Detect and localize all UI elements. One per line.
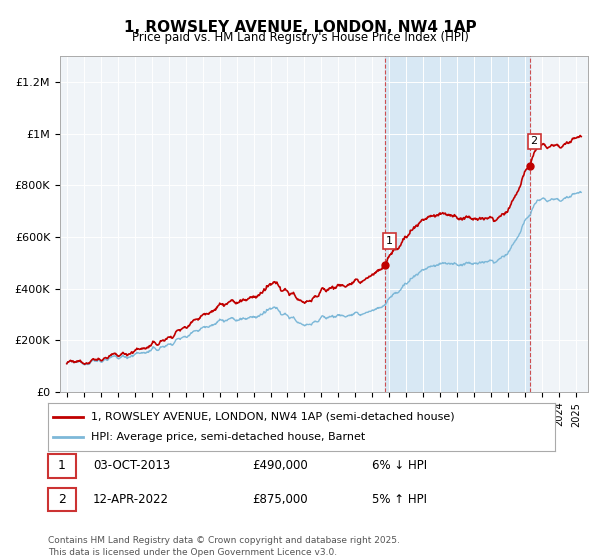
Text: 1, ROWSLEY AVENUE, LONDON, NW4 1AP (semi-detached house): 1, ROWSLEY AVENUE, LONDON, NW4 1AP (semi… — [91, 412, 455, 422]
Text: 1: 1 — [386, 236, 393, 246]
Text: 6% ↓ HPI: 6% ↓ HPI — [372, 459, 427, 473]
Text: 2: 2 — [530, 136, 538, 146]
Text: £490,000: £490,000 — [252, 459, 308, 473]
Text: 12-APR-2022: 12-APR-2022 — [93, 493, 169, 506]
Text: £875,000: £875,000 — [252, 493, 308, 506]
Text: 2: 2 — [58, 493, 66, 506]
Text: Price paid vs. HM Land Registry's House Price Index (HPI): Price paid vs. HM Land Registry's House … — [131, 31, 469, 44]
Text: 03-OCT-2013: 03-OCT-2013 — [93, 459, 170, 473]
Text: Contains HM Land Registry data © Crown copyright and database right 2025.
This d: Contains HM Land Registry data © Crown c… — [48, 536, 400, 557]
Text: 1: 1 — [58, 459, 66, 473]
Text: 5% ↑ HPI: 5% ↑ HPI — [372, 493, 427, 506]
Text: 1, ROWSLEY AVENUE, LONDON, NW4 1AP: 1, ROWSLEY AVENUE, LONDON, NW4 1AP — [124, 20, 476, 35]
Text: HPI: Average price, semi-detached house, Barnet: HPI: Average price, semi-detached house,… — [91, 432, 365, 442]
Bar — [385, 56, 530, 392]
